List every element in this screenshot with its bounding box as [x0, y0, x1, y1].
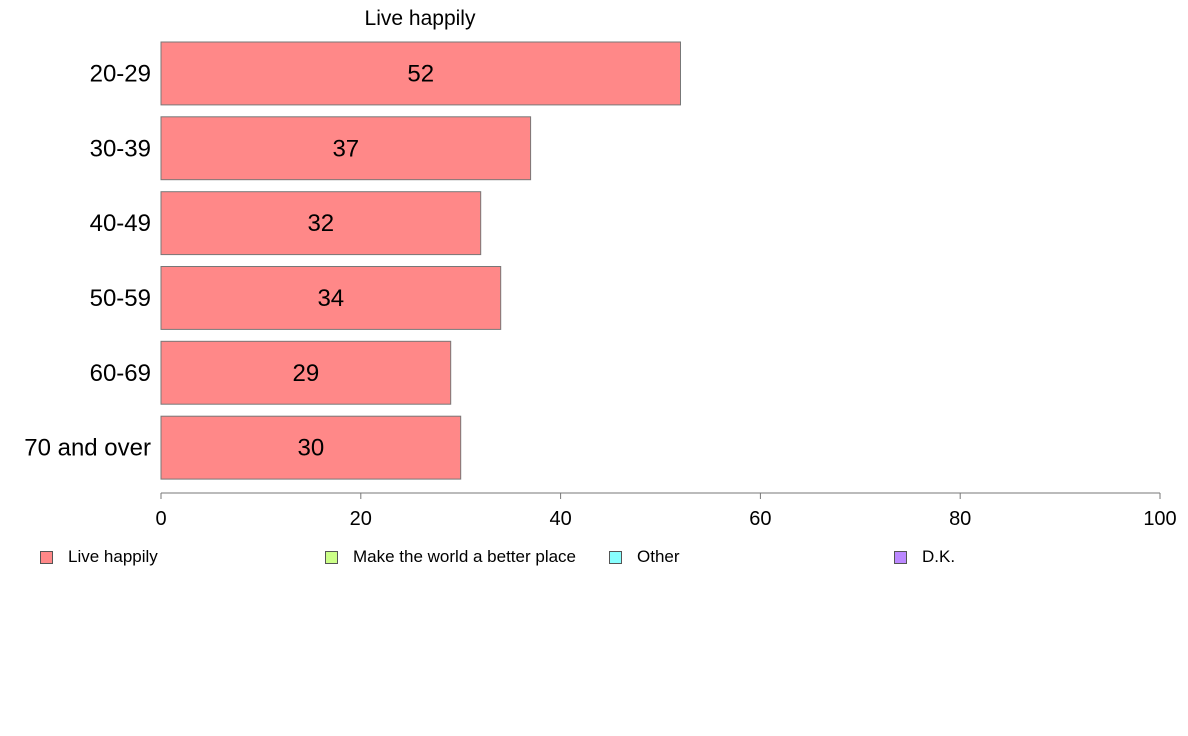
x-tick-label: 40 — [549, 508, 571, 530]
legend-swatch-other — [609, 550, 622, 564]
category-label: 20-29 — [90, 60, 151, 87]
legend: Live happily Make the world a better pla… — [40, 547, 1180, 571]
bar-value-label: 37 — [332, 135, 359, 162]
legend-item-other: Other — [609, 547, 680, 567]
bar — [160, 266, 502, 330]
bar — [160, 415, 462, 480]
legend-swatch-live-happily — [40, 550, 53, 564]
bars-group: 52 20-29 37 30-39 32 40-49 34 50-59 29 60-69 30 70 … — [24, 41, 681, 480]
bar-value-label: 52 — [407, 60, 434, 87]
legend-item-better-place: Make the world a better place — [325, 547, 576, 567]
category-label: 30-39 — [90, 135, 151, 162]
category-label: 40-49 — [90, 210, 151, 237]
x-tick-label: 60 — [749, 508, 771, 530]
legend-label: Make the world a better place — [353, 547, 577, 566]
legend-label: Other — [637, 547, 680, 566]
legend-swatch-dk — [894, 550, 907, 564]
bar — [160, 191, 482, 256]
category-label: 70 and over — [24, 435, 151, 462]
legend-label: Live happily — [68, 547, 158, 566]
legend-label: D.K. — [922, 547, 956, 566]
bar — [160, 116, 532, 181]
bar-value-label: 32 — [307, 210, 334, 237]
category-label: 50-59 — [90, 285, 151, 312]
bar-value-label: 34 — [317, 285, 344, 312]
bar-value-label: 30 — [298, 435, 325, 462]
chart-title: Live happily — [365, 7, 476, 30]
x-tick-label: 0 — [155, 508, 166, 530]
legend-item-live-happily: Live happily — [40, 547, 158, 567]
x-tick-label: 20 — [350, 508, 372, 530]
bar-value-label: 29 — [293, 360, 320, 387]
legend-swatch-better-place — [325, 550, 338, 564]
x-tick-label: 80 — [949, 508, 971, 530]
category-label: 60-69 — [90, 360, 151, 387]
x-tick-label: 100 — [1143, 508, 1176, 530]
x-axis: 0 20 40 60 80 100 — [155, 492, 1177, 530]
legend-item-dk: D.K. — [894, 547, 955, 567]
bar — [160, 41, 681, 106]
bar — [160, 340, 452, 405]
